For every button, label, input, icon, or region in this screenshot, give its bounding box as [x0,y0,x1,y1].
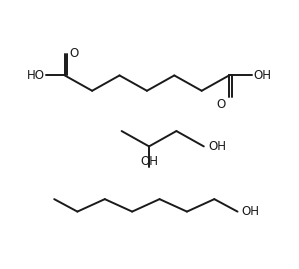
Text: OH: OH [242,205,260,218]
Text: OH: OH [208,140,226,153]
Text: HO: HO [27,69,45,82]
Text: O: O [69,47,78,60]
Text: OH: OH [253,69,271,82]
Text: OH: OH [140,155,158,168]
Text: O: O [217,98,226,111]
